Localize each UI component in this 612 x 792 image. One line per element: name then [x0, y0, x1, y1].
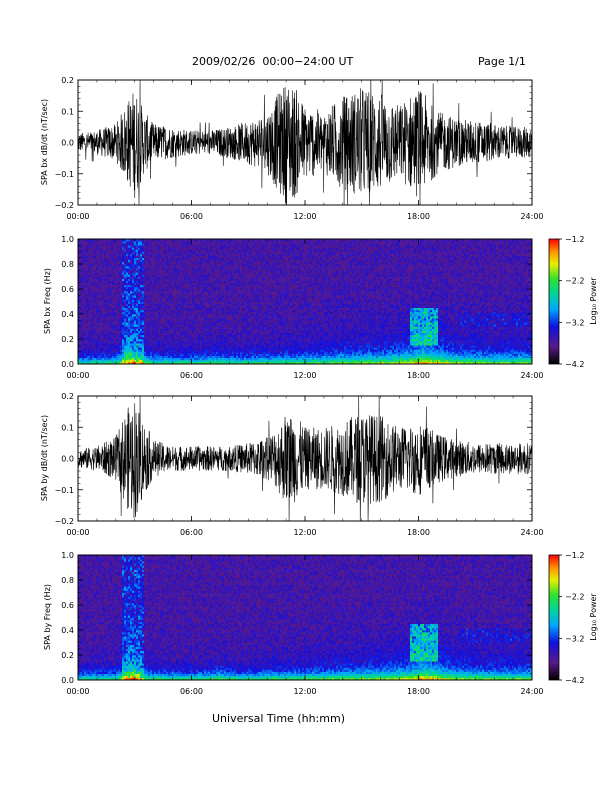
colorbar: −1.2 −2.2 −3.2 −4.2 Log₁₀ Power — [549, 235, 598, 369]
y-tick-label: 0.4 — [61, 626, 74, 635]
y-tick-label: 0.0 — [61, 139, 74, 148]
x-tick-label: 12:00 — [293, 212, 316, 221]
x-tick-label: 06:00 — [180, 687, 203, 696]
x-tick-label: 00:00 — [66, 687, 89, 696]
x-tick-label: 00:00 — [66, 371, 89, 380]
y-tick-label: 0.8 — [61, 576, 74, 585]
y-tick-label: 0.4 — [61, 310, 74, 319]
x-tick-label: 18:00 — [407, 212, 430, 221]
x-tick-label: 06:00 — [180, 212, 203, 221]
y-axis-label: SPA bx dB/dt (nT/sec) — [40, 99, 49, 185]
y-tick-label: 1.0 — [61, 551, 74, 560]
bx-dbdt-panel: 00:00 06:00 12:00 18:00 24:00 0.2 0.1 0.0 −0.1 −0… — [40, 76, 544, 221]
y-tick-label: 0.2 — [61, 392, 74, 401]
x-tick-label: 12:00 — [293, 371, 316, 380]
x-tick-label: 12:00 — [293, 528, 316, 537]
x-tick-label: 24:00 — [520, 212, 543, 221]
y-tick-label: 0.6 — [61, 285, 74, 294]
y-tick-label: 0.6 — [61, 601, 74, 610]
y-tick-label: 0.2 — [61, 651, 74, 660]
colorbar-label: Log₁₀ Power — [589, 277, 598, 325]
x-tick-label: 24:00 — [520, 528, 543, 537]
colorbar-tick-label: −1.2 — [565, 551, 584, 560]
y-tick-label: 0.0 — [61, 360, 74, 369]
y-tick-label: 1.0 — [61, 235, 74, 244]
bx-spectrogram — [78, 239, 532, 364]
colorbar-tick-label: −4.2 — [565, 676, 584, 685]
y-tick-label: −0.2 — [55, 517, 74, 526]
x-tick-label: 18:00 — [407, 371, 430, 380]
x-tick-label: 24:00 — [520, 371, 543, 380]
colorbar-tick-label: −3.2 — [565, 318, 584, 327]
colorbar-tick-label: −3.2 — [565, 634, 584, 643]
bx-spectrogram-panel: 00:00 06:00 12:00 18:00 24:00 1.0 0.8 0.6 0.4 0.2… — [43, 235, 598, 380]
y-tick-label: 0.8 — [61, 260, 74, 269]
y-tick-label: 0.1 — [61, 423, 74, 432]
x-axis-title: Universal Time (hh:mm) — [212, 712, 345, 725]
y-axis-label: SPA bx Freq (Hz) — [43, 268, 52, 334]
x-tick-label: 12:00 — [293, 687, 316, 696]
y-axis-label: SPA by Freq (Hz) — [43, 584, 52, 650]
y-tick-label: 0.2 — [61, 76, 74, 85]
colorbar-tick-label: −2.2 — [565, 277, 584, 286]
colorbar-tick-label: −2.2 — [565, 593, 584, 602]
x-tick-label: 18:00 — [407, 687, 430, 696]
colorbar-tick-label: −4.2 — [565, 360, 584, 369]
by-dbdt-panel: 00:00 06:00 12:00 18:00 24:00 0.2 0.1 0.0 −0.1 −0… — [40, 392, 544, 537]
x-tick-label: 18:00 — [407, 528, 430, 537]
x-tick-label: 24:00 — [520, 687, 543, 696]
by-spectrogram-panel: 00:00 06:00 12:00 18:00 24:00 1.0 0.8 0.6 0.4 0.2… — [43, 551, 598, 696]
x-tick-label: 06:00 — [180, 371, 203, 380]
y-tick-label: −0.1 — [55, 486, 74, 495]
colorbar-tick-label: −1.2 — [565, 235, 584, 244]
colorbar: −1.2 −2.2 −3.2 −4.2 Log₁₀ Power — [549, 551, 598, 685]
y-tick-label: −0.1 — [55, 170, 74, 179]
y-axis-label: SPA by dB/dt (nT/sec) — [40, 415, 49, 501]
y-tick-label: 0.0 — [61, 676, 74, 685]
y-tick-label: 0.1 — [61, 107, 74, 116]
y-tick-label: 0.2 — [61, 335, 74, 344]
x-tick-label: 00:00 — [66, 528, 89, 537]
by-spectrogram — [78, 555, 532, 680]
colorbar-label: Log₁₀ Power — [589, 593, 598, 641]
y-tick-label: 0.0 — [61, 455, 74, 464]
x-tick-label: 00:00 — [66, 212, 89, 221]
x-tick-label: 06:00 — [180, 528, 203, 537]
y-tick-label: −0.2 — [55, 201, 74, 210]
